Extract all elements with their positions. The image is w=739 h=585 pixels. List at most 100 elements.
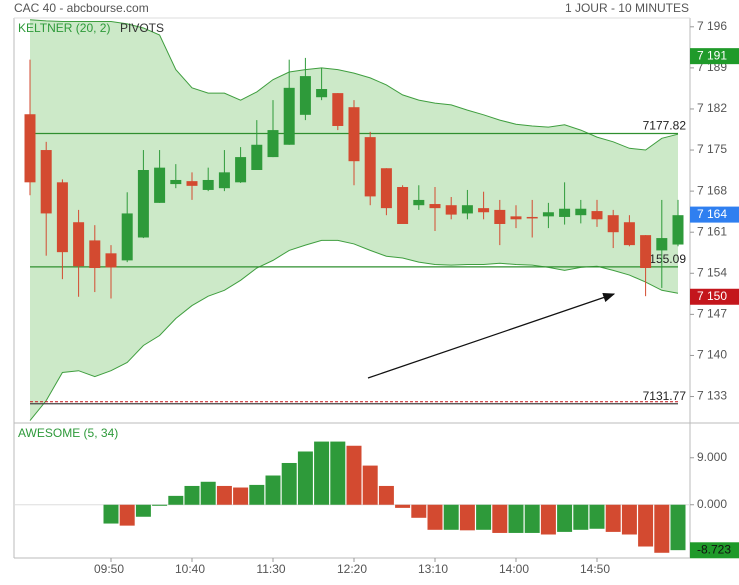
price-tag: [690, 206, 739, 223]
oscillator-title: AWESOME (5, 34): [18, 426, 118, 440]
candle-body: [397, 187, 409, 224]
candle-body: [251, 144, 263, 170]
bar: [395, 504, 411, 508]
bar: [330, 441, 346, 505]
bar: [265, 475, 281, 505]
x-tick-label: 11:30: [256, 562, 285, 576]
bar: [233, 487, 249, 505]
price-tag: [690, 542, 739, 559]
candle-body: [299, 76, 311, 115]
candle-body: [186, 181, 198, 186]
candle-body: [494, 209, 506, 224]
y-tick-label: 7 182: [697, 101, 727, 115]
price-panel: 7177.82 7155.09 7131.77: [24, 19, 687, 421]
candle-body: [316, 89, 328, 98]
candle-body: [478, 208, 490, 213]
bar: [200, 481, 216, 505]
y-tick-label: 7 154: [697, 265, 727, 279]
candle-body: [154, 167, 166, 203]
candle-body: [202, 179, 214, 190]
bar: [621, 504, 637, 535]
x-tick-label: 09:50: [94, 562, 124, 576]
candle-body: [24, 114, 36, 183]
bar: [346, 445, 362, 505]
pivot-label: 7131.77: [643, 389, 687, 403]
bar: [249, 484, 265, 505]
candle-body: [170, 179, 182, 185]
bar: [508, 504, 524, 533]
price-tag: [690, 48, 739, 65]
price-tag-label: 7 191: [697, 48, 727, 62]
candle-body: [526, 216, 538, 219]
candle-body: [218, 172, 230, 189]
candle-body: [348, 107, 360, 162]
candle-body: [656, 238, 668, 251]
bar: [654, 504, 670, 553]
price-tag-label: 7 164: [697, 207, 727, 221]
candle-body: [40, 150, 52, 214]
candle-body: [121, 213, 133, 261]
y-tick-label: 7 147: [697, 307, 727, 321]
candle-body: [73, 222, 85, 267]
bar: [476, 504, 492, 530]
bar: [605, 504, 621, 532]
bar: [314, 441, 330, 505]
bar: [492, 504, 508, 533]
pivot-label: 7177.82: [643, 119, 687, 133]
bar: [459, 504, 475, 531]
bar: [540, 504, 556, 535]
candle-body: [640, 235, 652, 269]
pivot-label: 7155.09: [643, 252, 687, 266]
y-tick-label: 7 196: [697, 19, 727, 33]
bar: [281, 462, 297, 505]
y-tick-label: 7 168: [697, 183, 727, 197]
indicator-label: KELTNER (20, 2): [18, 21, 110, 35]
candle-body: [56, 182, 68, 253]
band-line: [29, 239, 679, 421]
bar: [573, 504, 589, 530]
bar: [589, 504, 605, 529]
source-title: CAC 40 - abcbourse.com: [14, 1, 149, 15]
bar: [297, 451, 313, 505]
y-tick-label: 9.000: [697, 450, 727, 464]
candle-body: [591, 211, 603, 220]
bar: [443, 504, 459, 530]
bar: [378, 485, 394, 505]
candle-body: [364, 137, 376, 197]
price-tag-label: -8.723: [697, 542, 731, 556]
candle-body: [137, 169, 149, 238]
x-tick-label: 14:00: [499, 562, 529, 576]
candle-body: [105, 253, 117, 268]
candle-body: [283, 87, 295, 145]
candle-body: [429, 204, 441, 209]
candle-body: [542, 212, 554, 217]
y-tick-label: 7 161: [697, 224, 727, 238]
y-tick-label: 7 133: [697, 389, 727, 403]
bar: [362, 465, 378, 505]
candle-body: [672, 215, 684, 245]
bar: [184, 485, 200, 505]
overlay-label: PIVOTS: [120, 21, 164, 35]
x-tick-label: 14:50: [580, 562, 610, 576]
x-tick-label: 13:10: [418, 562, 448, 576]
price-tag-label: 7 150: [697, 289, 727, 303]
y-tick-label: 7 140: [697, 348, 727, 362]
bar: [524, 504, 540, 533]
candle-body: [575, 208, 587, 216]
bar: [638, 504, 654, 547]
bar: [411, 504, 427, 518]
candle-body: [559, 208, 571, 217]
candle-body: [445, 205, 457, 215]
bar: [557, 504, 573, 532]
bar: [216, 485, 232, 505]
bar: [168, 495, 184, 505]
bar: [427, 504, 443, 530]
annotation-arrow: [367, 292, 616, 379]
candle-body: [461, 205, 473, 214]
bar: [119, 504, 135, 526]
x-tick-label: 10:40: [175, 562, 205, 576]
candle-body: [510, 216, 522, 220]
